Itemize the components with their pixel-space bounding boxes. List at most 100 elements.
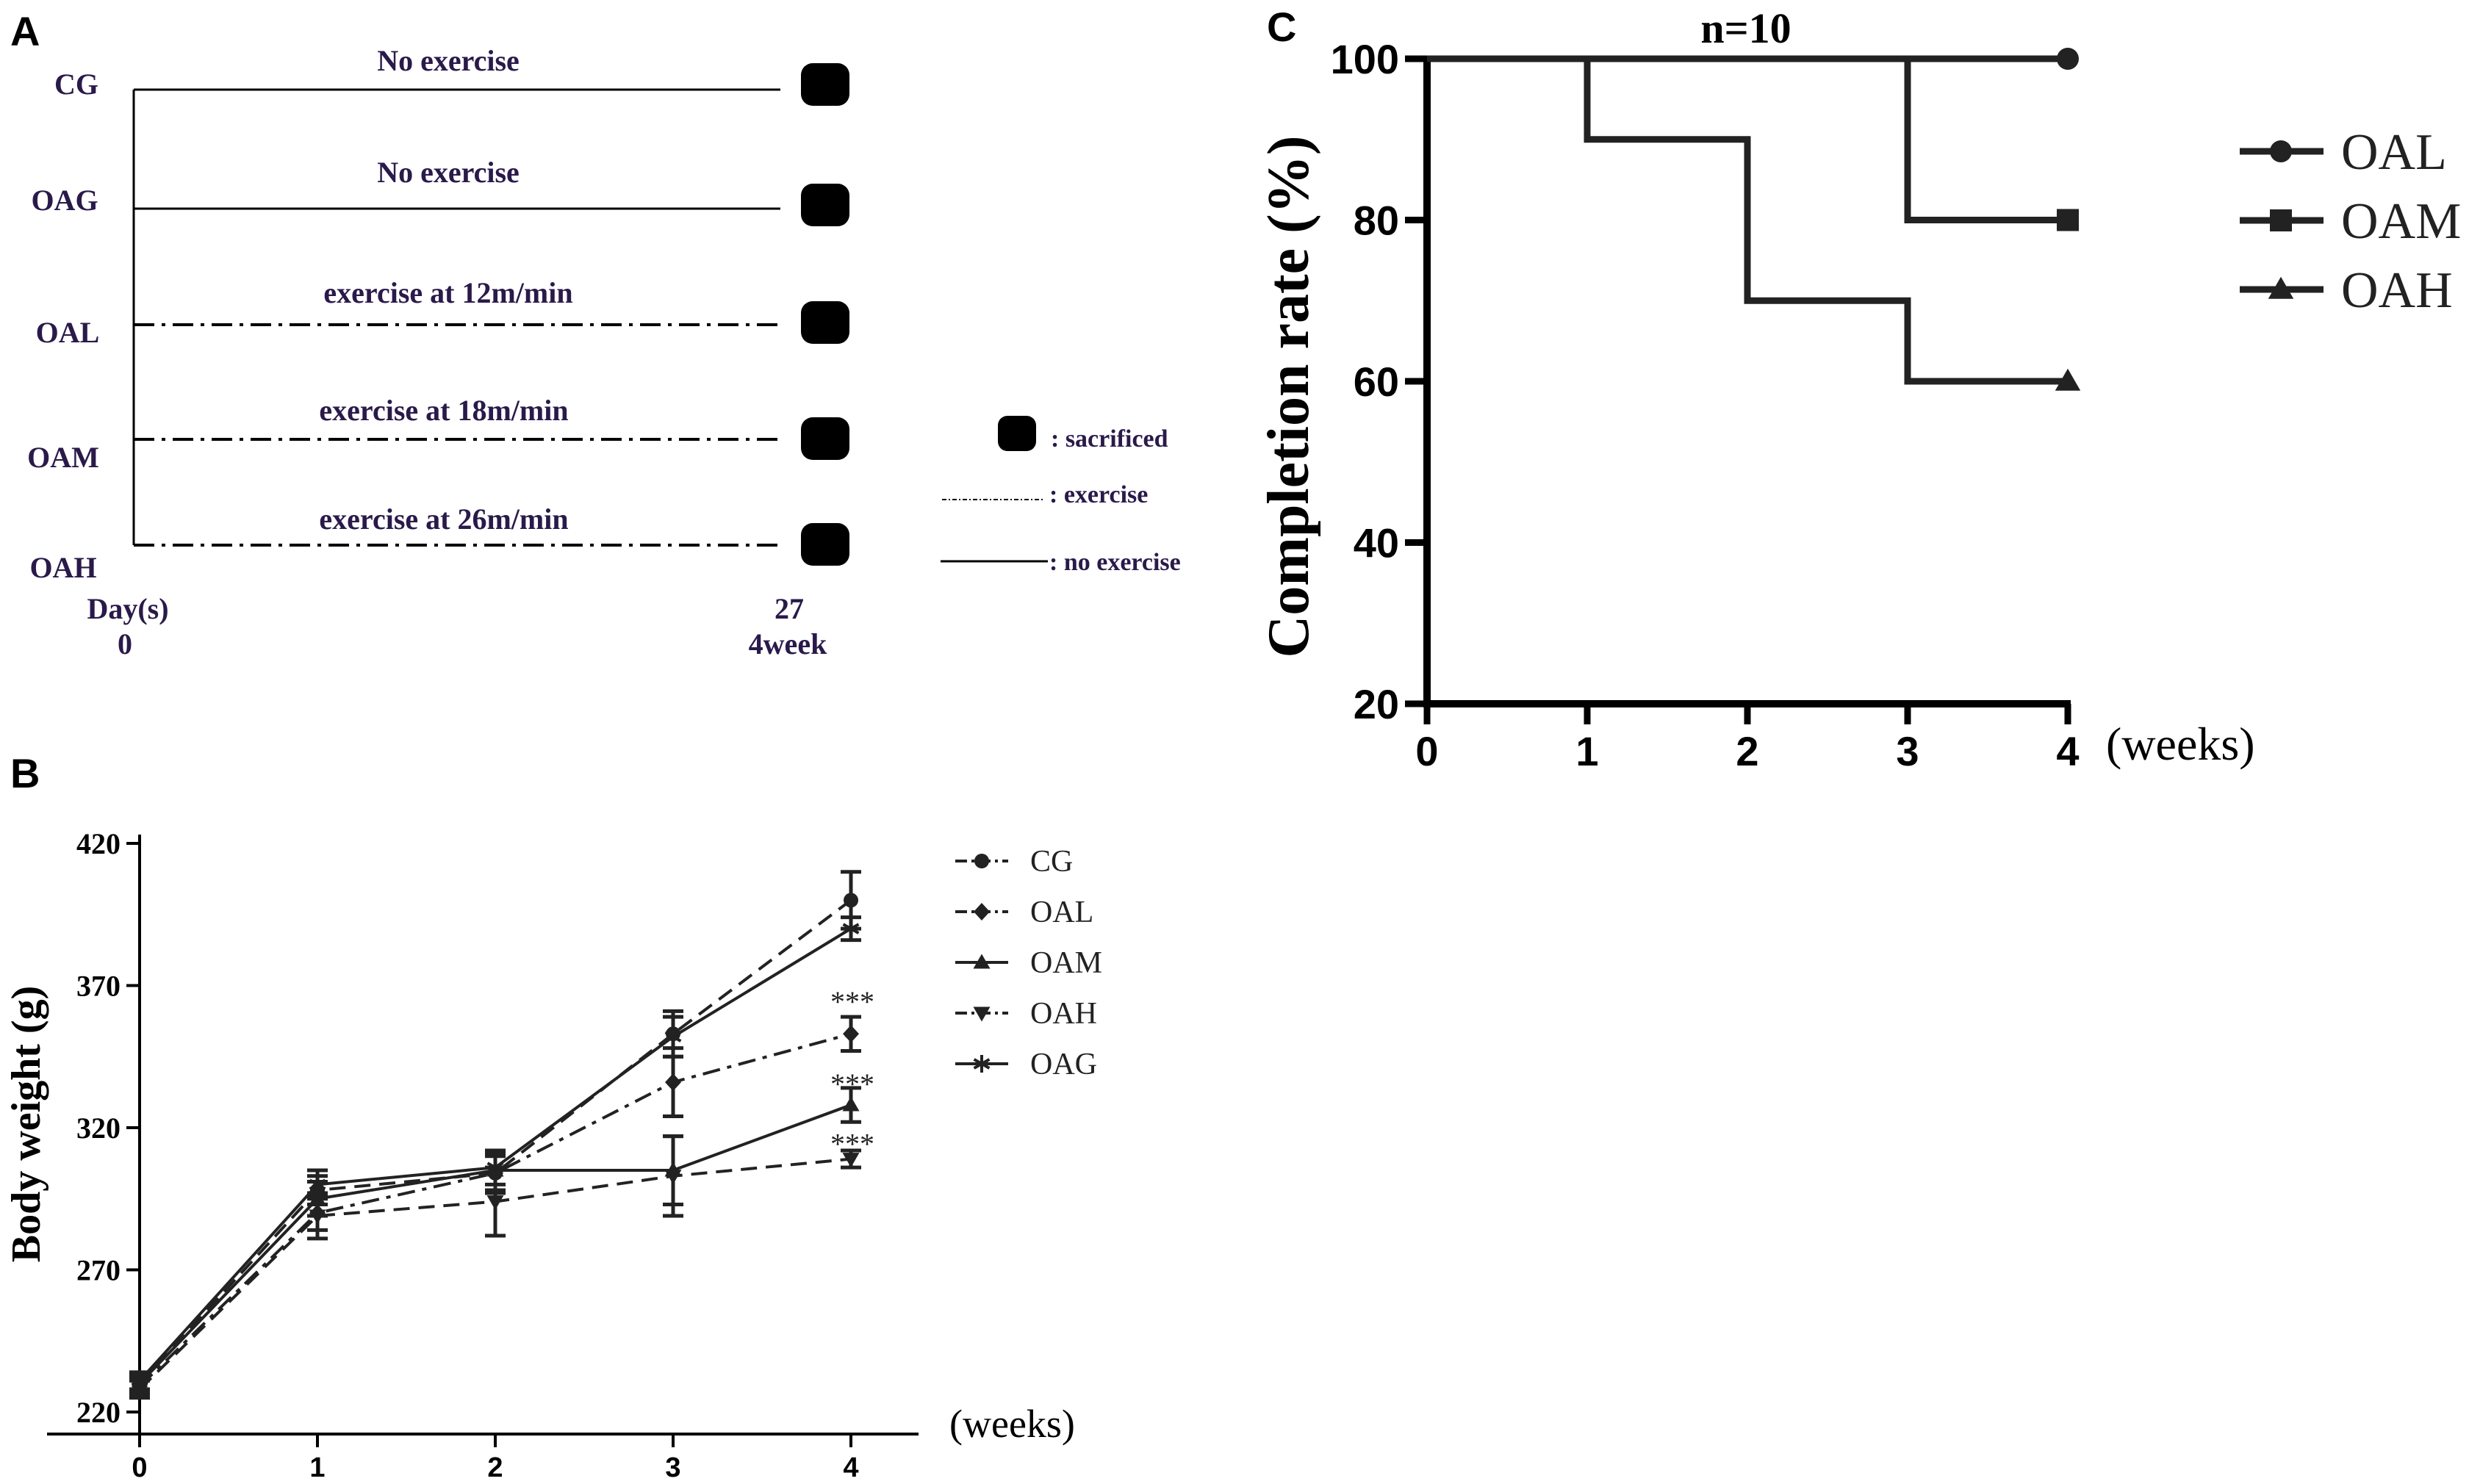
b-point-oag-3-stroke-2 (664, 1031, 682, 1042)
b-point-oag-4-stroke-2 (842, 923, 860, 934)
panel-a-row-oam: OAM exercise at 18m/min (27, 394, 849, 474)
sacrificed-marker-cg (801, 63, 849, 106)
b-point-oag-4 (842, 920, 860, 938)
b-legend-label-oal: OAL (1030, 896, 1093, 929)
c-ytick-label-100: 100 (1331, 36, 1399, 82)
c-endpoint-oam (2057, 209, 2079, 231)
b-point-oah-3 (664, 1170, 682, 1185)
b-legend-marker-oal (974, 903, 990, 921)
panel-a-day-zero: 0 (118, 627, 132, 660)
panel-a: A CG No exercise OAG No exercise OAL exe… (10, 8, 1181, 660)
b-line-oam (138, 1103, 852, 1385)
b-significance-2: *** (830, 1127, 874, 1160)
panel-a-row-oal: OAL exercise at 12m/min (36, 276, 849, 349)
group-name-oam: OAM (27, 441, 99, 474)
b-xtick-label-0: 0 (132, 1452, 147, 1483)
c-xtick-label-0: 0 (1415, 728, 1438, 774)
b-legend-marker-cg (974, 854, 989, 868)
b-legend-marker-oam (973, 954, 991, 969)
c-legend-label-oam: OAM (2341, 193, 2461, 250)
panel-a-letter: A (10, 8, 40, 54)
sacrificed-marker-oam (801, 417, 849, 460)
c-legend-marker-oah (2268, 276, 2294, 299)
b-point-oag-3 (664, 1028, 682, 1046)
b-point-oah-4 (842, 1153, 860, 1168)
b-series-oah (129, 1134, 861, 1400)
legend-no-exercise-label: : no exercise (1049, 549, 1181, 576)
b-point-oal-4 (843, 1025, 859, 1043)
panel-b-letter: B (10, 750, 40, 796)
b-series-oag (129, 915, 861, 1391)
panel-b-ylabel: Body weight (g) (4, 986, 49, 1262)
c-legend-marker-oam (2270, 209, 2292, 231)
b-xtick-label-4: 4 (843, 1452, 858, 1483)
b-ytick-label-420: 420 (76, 827, 121, 860)
group-name-oah: OAH (29, 551, 96, 584)
panel-a-day-label: Day(s) (87, 592, 168, 625)
b-point-oag-1 (309, 1175, 326, 1194)
b-point-oag-1-stroke-2 (309, 1178, 326, 1191)
group-name-cg: CG (54, 68, 98, 101)
panel-b-legend: CG OAL OAM OAH OAG (955, 845, 1102, 1081)
panel-b-xlabel: (weeks) (949, 1402, 1075, 1446)
b-legend-marker-oag-stroke-2 (973, 1058, 991, 1070)
b-point-cg-4 (844, 893, 858, 908)
panel-c-legend: OAL OAM OAH (2240, 124, 2461, 319)
sacrificed-marker-oah (801, 523, 849, 566)
panel-b-annotations: *** *** *** (830, 985, 874, 1161)
panel-b-series (129, 870, 861, 1400)
c-legend-label-oal: OAL (2341, 124, 2447, 181)
b-legend-marker-oag (973, 1055, 991, 1073)
b-legend-marker-oah (973, 1006, 991, 1022)
c-ytick-label-20: 20 (1354, 681, 1399, 727)
sacrificed-marker-oal (801, 301, 849, 344)
b-point-oah-2 (486, 1195, 504, 1211)
panel-b-axes: 220 270 320 370 420 0 1 2 3 4 (47, 827, 919, 1483)
c-line-oah (1427, 55, 2068, 385)
group-label-oag: No exercise (377, 156, 520, 189)
c-ytick-label-80: 80 (1354, 198, 1399, 244)
c-ytick-label-40: 40 (1354, 520, 1399, 566)
b-xtick-label-2: 2 (487, 1452, 503, 1483)
b-legend-label-oah: OAH (1030, 997, 1097, 1031)
b-point-oag-2 (486, 1159, 504, 1177)
b-series-oam (129, 1086, 861, 1394)
group-name-oal: OAL (36, 316, 100, 349)
panel-b: B Body weight (g) (weeks) 22027032037042… (4, 750, 1102, 1483)
panel-a-row-oag: OAG No exercise (31, 156, 849, 226)
b-significance-1: *** (830, 1067, 874, 1101)
sacrificed-marker-oag (801, 184, 849, 226)
b-legend-label-oam: OAM (1030, 946, 1102, 980)
b-xtick-label-1: 1 (309, 1452, 325, 1483)
group-label-oal: exercise at 12m/min (323, 276, 572, 309)
b-series-cg (129, 870, 861, 1394)
b-point-oam-4 (842, 1096, 860, 1112)
b-point-oag-0 (131, 1372, 148, 1390)
panel-c-letter: C (1267, 4, 1296, 50)
legend-exercise-label: : exercise (1049, 481, 1148, 508)
b-ytick-label-270: 270 (76, 1254, 121, 1287)
b-point-oag-0-stroke-2 (131, 1375, 148, 1387)
panel-a-legend: : sacrificed : exercise : no exercise (941, 416, 1181, 576)
c-endpoint-oal (2057, 48, 2079, 70)
panel-c-title: n=10 (1700, 4, 1791, 52)
c-endpoint-oah (2055, 368, 2081, 391)
group-label-cg: No exercise (377, 44, 520, 77)
b-ytick-label-320: 320 (76, 1112, 121, 1145)
panel-a-row-oah: OAH exercise at 26m/min (29, 503, 849, 584)
c-xtick-label-3: 3 (1896, 728, 1919, 774)
c-legend-marker-oal (2270, 140, 2292, 162)
b-ytick-label-370: 370 (76, 970, 121, 1003)
b-point-oag-2-stroke-2 (486, 1161, 504, 1173)
panel-a-week-end: 4week (749, 627, 827, 660)
group-label-oah: exercise at 26m/min (319, 503, 568, 536)
panel-c-axes: 20 40 60 80 100 0 1 2 3 4 (1331, 36, 2080, 774)
group-name-oag: OAG (31, 184, 98, 217)
panel-c-xlabel: (weeks) (2106, 718, 2255, 770)
b-legend-label-oag: OAG (1030, 1048, 1097, 1081)
b-legend-label-cg: CG (1030, 845, 1073, 879)
legend-sacrificed-icon (998, 416, 1036, 451)
legend-sacrificed-label: : sacrificed (1051, 425, 1168, 453)
b-significance-0: *** (830, 985, 874, 1018)
c-xtick-label-1: 1 (1575, 728, 1598, 774)
